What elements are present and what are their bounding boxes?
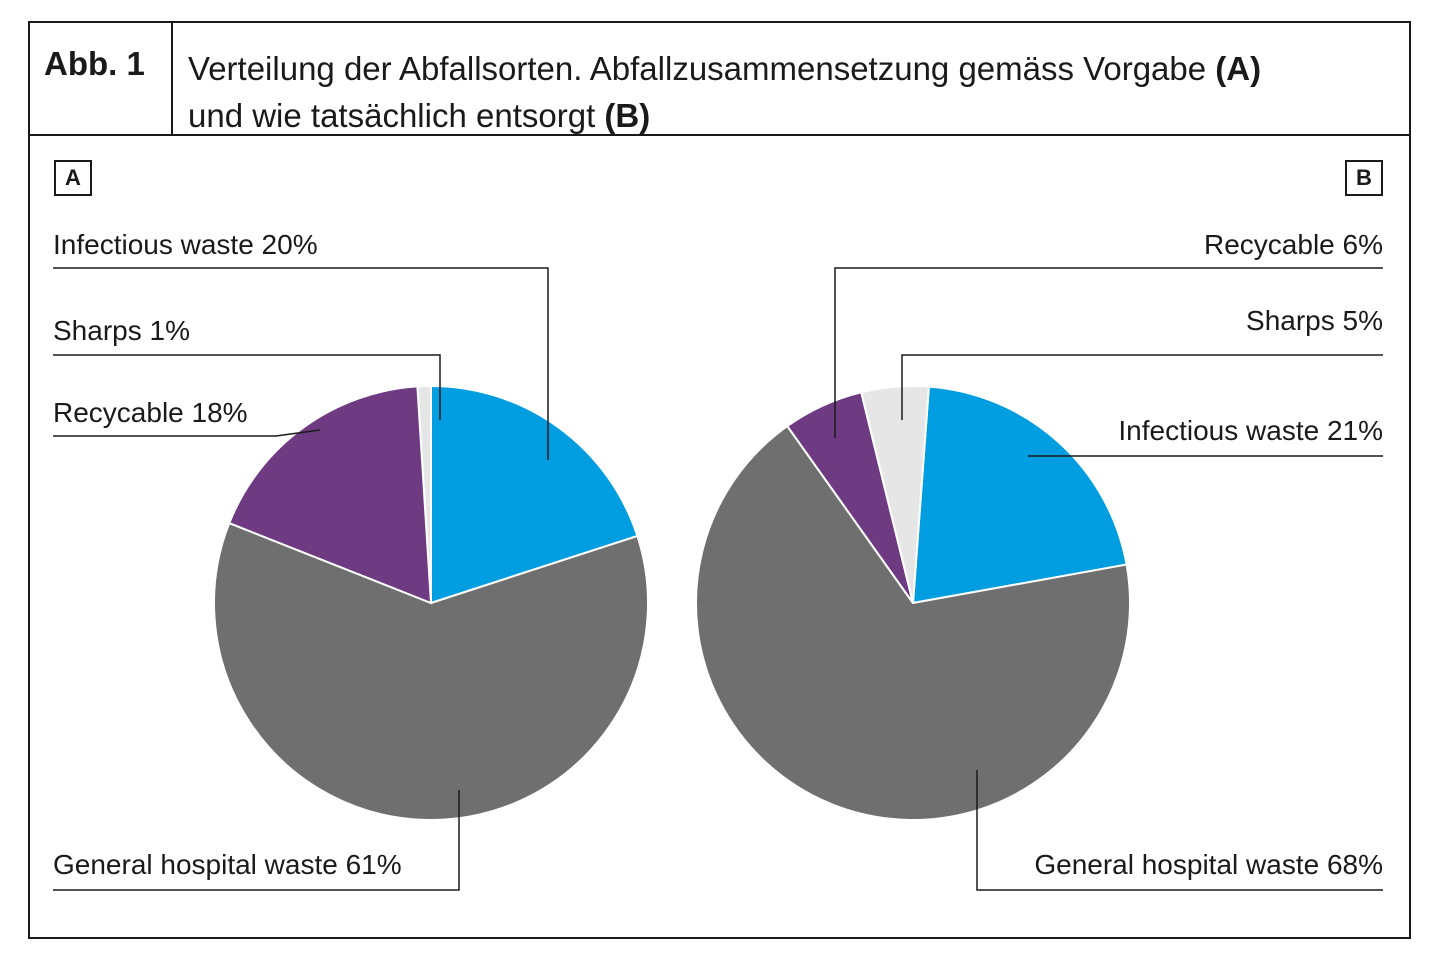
- pie-b-slice-sharps: [860, 385, 930, 604]
- leader-a-recycable: [53, 429, 321, 437]
- pie-a-slice-infectious-waste: [430, 384, 639, 605]
- callout-b-general: General hospital waste 68%: [1034, 849, 1383, 880]
- callout-a-recycable: Recycable 18%: [53, 397, 248, 428]
- callout-a-general: General hospital waste 61%: [53, 849, 402, 880]
- title-text-1: Verteilung der Abfallsorten. Abfallzusam…: [188, 50, 1216, 87]
- leader-b-recycable: [834, 267, 1383, 438]
- title-marker-a: (A): [1215, 50, 1262, 87]
- panel-b-label: B: [1345, 160, 1383, 196]
- pie-a-slice-general-hospital-waste: [213, 521, 649, 821]
- figure-frame: Abb. 1 Verteilung der Abfallsorten. Abfa…: [28, 21, 1411, 939]
- leader-a-infectious: [53, 267, 549, 460]
- callout-a-infectious: Infectious waste 20%: [53, 229, 318, 260]
- leader-b-general: [976, 770, 1383, 891]
- panel-a-label: A: [54, 160, 92, 196]
- pie-b-slice-general-hospital-waste: [695, 424, 1131, 821]
- figure-number: Abb. 1: [30, 23, 173, 134]
- figure-title: Verteilung der Abfallsorten. Abfallzusam…: [188, 45, 1398, 139]
- callout-b-recycable: Recycable 6%: [1204, 229, 1383, 260]
- leader-b-sharps: [901, 354, 1383, 420]
- pie-a-slice-recycable: [227, 385, 433, 605]
- title-text-2: und wie tatsächlich entsorgt: [188, 97, 605, 134]
- leader-a-general: [53, 790, 460, 891]
- leader-a-sharps: [53, 354, 441, 420]
- figure-header: Abb. 1 Verteilung der Abfallsorten. Abfa…: [30, 23, 1409, 136]
- callout-b-infectious: Infectious waste 21%: [1118, 415, 1383, 446]
- callout-b-sharps: Sharps 5%: [1246, 305, 1383, 336]
- callout-a-sharps: Sharps 1%: [53, 315, 190, 346]
- title-marker-b: (B): [604, 97, 651, 134]
- pie-b-slice-infectious-waste: [911, 385, 1128, 605]
